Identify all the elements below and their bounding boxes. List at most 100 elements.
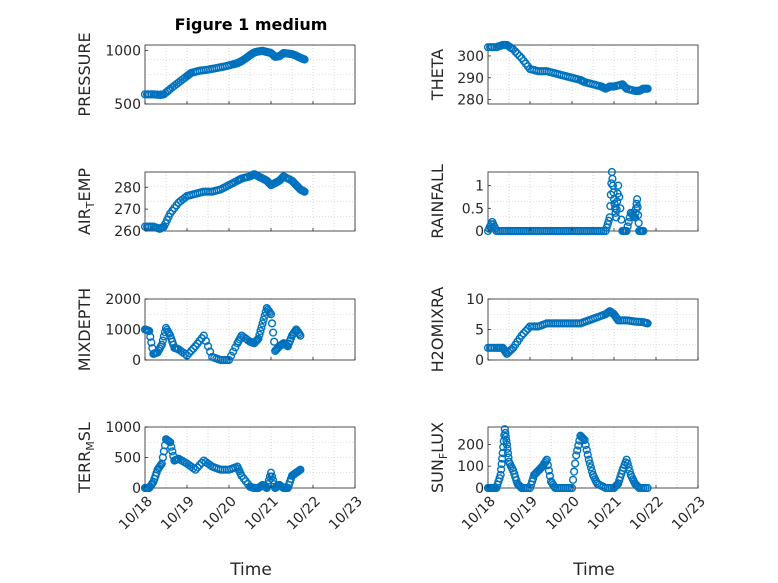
- data-point-fill: [173, 455, 182, 464]
- data-point-fill: [148, 479, 157, 488]
- data-point-fill: [615, 192, 624, 202]
- data-point-fill: [187, 346, 196, 355]
- data-point-fill: [299, 54, 308, 64]
- panel-4: 0 1000 2000 MIXDEPTH: [75, 288, 356, 371]
- data-point-fill: [609, 188, 618, 197]
- xtick-label: 10/23: [669, 494, 709, 534]
- data-point-fill: [503, 444, 512, 453]
- ytick-label: 1000: [105, 43, 141, 59]
- data-point-fill: [288, 177, 298, 186]
- data-point-fill: [154, 90, 163, 99]
- ytick-label: 300: [457, 49, 484, 65]
- data-point-fill: [222, 182, 232, 191]
- data-point-fill: [251, 337, 260, 347]
- panel-2: 260 270 280 AIRTEMP: [75, 168, 356, 240]
- data-point-fill: [535, 465, 544, 474]
- ytick-label: 500: [114, 451, 141, 467]
- data-point-fill: [499, 443, 508, 452]
- data-point-fill: [178, 195, 187, 204]
- ytick-label: 0: [132, 481, 141, 497]
- axes-box: [487, 44, 699, 105]
- panel-5: 0 5 10 H2OMIXRA: [428, 287, 699, 372]
- xtick-label: 10/23: [326, 494, 366, 534]
- data-point-fill: [495, 474, 504, 483]
- data-point-fill: [519, 329, 528, 338]
- data-point-fill: [206, 461, 215, 470]
- data-point-fill: [642, 84, 651, 93]
- data-point-fill: [616, 204, 625, 213]
- ylabel: MIXDEPTH: [75, 288, 94, 371]
- data-point-fill: [167, 442, 176, 451]
- figure-title: Figure 1 medium: [175, 15, 328, 34]
- data-point-fill: [641, 483, 650, 493]
- data-point-fill: [577, 432, 586, 441]
- ylabel: AIRTEMP: [75, 168, 97, 235]
- ytick-label: 1000: [105, 323, 141, 339]
- data-point-fill: [152, 468, 161, 477]
- data-point-fill: [227, 351, 236, 360]
- data-point-fill: [623, 222, 632, 231]
- data-point-fill: [531, 469, 540, 478]
- ytick-label: 100: [457, 459, 484, 475]
- data-point-fill: [578, 433, 587, 442]
- data-point-fill: [156, 461, 165, 470]
- data-point-fill: [582, 445, 591, 454]
- data-point-fill: [503, 449, 513, 458]
- data-point: [632, 195, 642, 204]
- xtick-label: 10/19: [158, 494, 198, 534]
- data-point-fill: [201, 336, 211, 346]
- data-point-fill: [565, 483, 575, 493]
- data-point-fill: [189, 344, 198, 353]
- data-point-fill: [612, 205, 621, 214]
- data-point-fill: [155, 462, 164, 471]
- data-point-fill: [203, 459, 213, 468]
- data-point-fill: [255, 330, 264, 339]
- xtick-label: 10/21: [585, 494, 625, 534]
- data-point-fill: [272, 345, 281, 354]
- ytick-label: 1: [475, 179, 484, 195]
- panel-0: 500 1000 PRESSURE: [75, 32, 356, 117]
- data-point-fill: [585, 459, 594, 468]
- ytick-label: 0.5: [462, 201, 484, 217]
- ytick-label: 10: [466, 292, 484, 308]
- data-point-fill: [299, 187, 308, 196]
- xtick-label: 10/21: [242, 494, 282, 534]
- data-point-fill: [568, 475, 578, 484]
- data-point-fill: [571, 459, 580, 468]
- ylabel: TERRMSL: [75, 422, 97, 494]
- data-point-fill: [261, 307, 270, 317]
- data-point-fill: [573, 446, 582, 455]
- data-point-fill: [257, 323, 266, 332]
- data-point-fill: [511, 47, 520, 56]
- data-point-fill: [544, 466, 554, 475]
- data-point-fill: [624, 463, 633, 472]
- data-point-fill: [515, 334, 524, 343]
- ytick-label: 290: [457, 71, 484, 87]
- data-point-fill: [267, 472, 277, 481]
- data-point: [498, 449, 507, 458]
- xtick-label: 10/20: [200, 494, 240, 534]
- data-point-fill: [269, 476, 278, 485]
- data-point-fill: [165, 329, 174, 338]
- axes-box: [144, 44, 356, 105]
- data-point-fill: [505, 346, 515, 355]
- data-point-fill: [603, 220, 612, 229]
- panel-7: 0 100 200 SUNFLUX 10/18 10/19 10/20 10/21 10/22 1…: [428, 422, 709, 533]
- ylabel: SUNFLUX: [428, 422, 450, 493]
- data-point-fill: [569, 467, 579, 476]
- panel-6: 0 500 1000 TERRMSL 10/18 10/19 10/20 10/21 10/22…: [75, 420, 366, 533]
- data-point-fill: [195, 461, 204, 470]
- data-point-fill: [617, 215, 626, 224]
- data-point: [614, 181, 623, 190]
- ytick-label: 0: [475, 224, 484, 240]
- data-point-fill: [632, 199, 641, 208]
- data-point: [266, 468, 276, 477]
- xlabel-right: Time: [572, 560, 615, 580]
- ytick-label: 270: [114, 202, 141, 218]
- data-point-fill: [608, 174, 617, 183]
- ytick-label: 1000: [105, 420, 141, 436]
- data-point-fill: [158, 336, 167, 345]
- data-point-fill: [252, 336, 261, 346]
